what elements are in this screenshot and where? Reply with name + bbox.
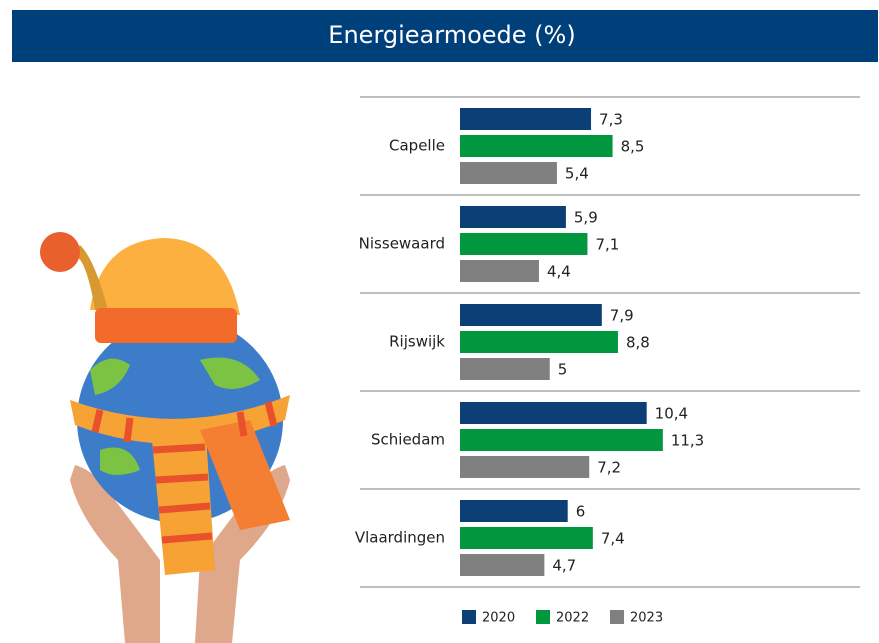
value-label: 7,1	[595, 236, 619, 254]
chart-title: Energiearmoede (%)	[328, 21, 575, 49]
category-label: Capelle	[389, 137, 445, 155]
bar	[460, 135, 613, 157]
bar	[460, 206, 566, 228]
bar	[460, 331, 618, 353]
legend-label: 2023	[630, 611, 663, 626]
value-label: 6	[576, 503, 586, 521]
value-label: 8,5	[621, 138, 645, 156]
category-label: Nissewaard	[359, 235, 445, 253]
legend-label: 2022	[556, 611, 589, 626]
title-bar	[12, 10, 878, 62]
bar	[460, 500, 568, 522]
value-label: 4,4	[547, 263, 571, 281]
bar	[460, 162, 557, 184]
bar	[460, 456, 590, 478]
bar	[460, 233, 588, 255]
illustration	[40, 232, 290, 643]
value-label: 7,9	[610, 307, 634, 325]
value-label: 10,4	[655, 405, 688, 423]
bar	[460, 260, 539, 282]
bar	[460, 304, 602, 326]
bar	[460, 527, 593, 549]
legend-label: 2020	[482, 611, 515, 626]
category-label: Schiedam	[371, 431, 445, 449]
legend-swatch	[462, 610, 476, 624]
value-label: 8,8	[626, 334, 650, 352]
category-label: Vlaardingen	[355, 529, 445, 547]
bar	[460, 402, 647, 424]
value-label: 5,9	[574, 209, 598, 227]
bar	[460, 108, 592, 130]
value-label: 7,4	[601, 530, 625, 548]
value-label: 5	[558, 361, 568, 379]
bar	[460, 429, 663, 451]
legend-swatch	[536, 610, 550, 624]
bar	[460, 554, 545, 576]
value-label: 7,2	[597, 459, 621, 477]
value-label: 4,7	[552, 557, 576, 575]
category-label: Rijswijk	[389, 333, 445, 351]
bar	[460, 358, 550, 380]
value-label: 11,3	[671, 432, 704, 450]
legend-swatch	[610, 610, 624, 624]
value-label: 5,4	[565, 165, 589, 183]
value-label: 7,3	[599, 111, 623, 129]
